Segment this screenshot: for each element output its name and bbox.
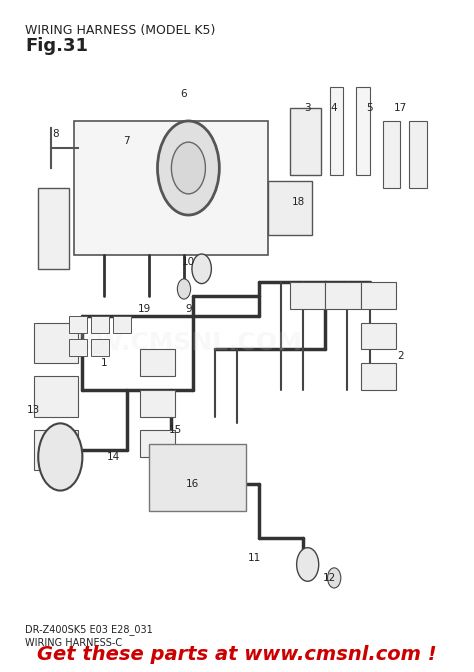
Text: WWW.CMSNL.COM: WWW.CMSNL.COM (40, 331, 301, 355)
Text: 18: 18 (292, 197, 305, 206)
Text: 5: 5 (366, 103, 373, 112)
Bar (383, 121, 401, 188)
Circle shape (38, 423, 82, 491)
Bar (91, 316, 109, 333)
Circle shape (177, 279, 191, 299)
Bar (69, 339, 87, 356)
Bar (34, 376, 78, 417)
Text: 1: 1 (101, 358, 108, 368)
Text: Get these parts at www.cmsnl.com !: Get these parts at www.cmsnl.com ! (37, 645, 437, 664)
Text: 3: 3 (304, 103, 311, 112)
Text: WIRING HARNESS (MODEL K5): WIRING HARNESS (MODEL K5) (25, 24, 215, 36)
Text: 11: 11 (248, 553, 261, 562)
Bar (69, 316, 87, 333)
Bar (34, 430, 78, 470)
Bar (290, 282, 325, 309)
Text: 2: 2 (397, 351, 404, 361)
Bar (361, 282, 396, 309)
Text: 12: 12 (323, 573, 337, 583)
Text: 6: 6 (181, 89, 187, 99)
FancyBboxPatch shape (73, 121, 268, 255)
Text: 14: 14 (107, 452, 120, 462)
Bar (113, 316, 131, 333)
Text: 15: 15 (169, 425, 182, 435)
Circle shape (297, 548, 319, 581)
Text: 19: 19 (137, 304, 151, 314)
Circle shape (192, 254, 211, 284)
Bar (91, 339, 109, 356)
Bar (361, 363, 396, 390)
Text: 17: 17 (394, 103, 407, 112)
Text: 8: 8 (53, 130, 59, 139)
Text: 4: 4 (331, 103, 337, 112)
Text: 7: 7 (123, 136, 130, 146)
Circle shape (328, 568, 341, 588)
Text: Fig.31: Fig.31 (25, 37, 88, 55)
Bar (149, 444, 246, 511)
Bar (409, 121, 427, 188)
Text: DR-Z400SK5 E03 E28_031: DR-Z400SK5 E03 E28_031 (25, 624, 153, 635)
Bar (38, 188, 69, 269)
Text: 13: 13 (27, 405, 40, 415)
Text: WIRING HARNESS-C: WIRING HARNESS-C (25, 638, 122, 648)
Bar (290, 108, 321, 175)
Bar (140, 390, 175, 417)
Bar (330, 87, 343, 175)
Text: 10: 10 (182, 257, 195, 267)
Circle shape (157, 121, 219, 215)
Circle shape (172, 142, 205, 194)
Bar (140, 349, 175, 376)
Text: 16: 16 (186, 479, 200, 489)
Bar (356, 87, 370, 175)
Bar (361, 323, 396, 349)
Text: 9: 9 (185, 304, 191, 314)
Bar (34, 323, 78, 363)
Bar (268, 181, 312, 235)
Bar (325, 282, 361, 309)
Bar (140, 430, 175, 457)
